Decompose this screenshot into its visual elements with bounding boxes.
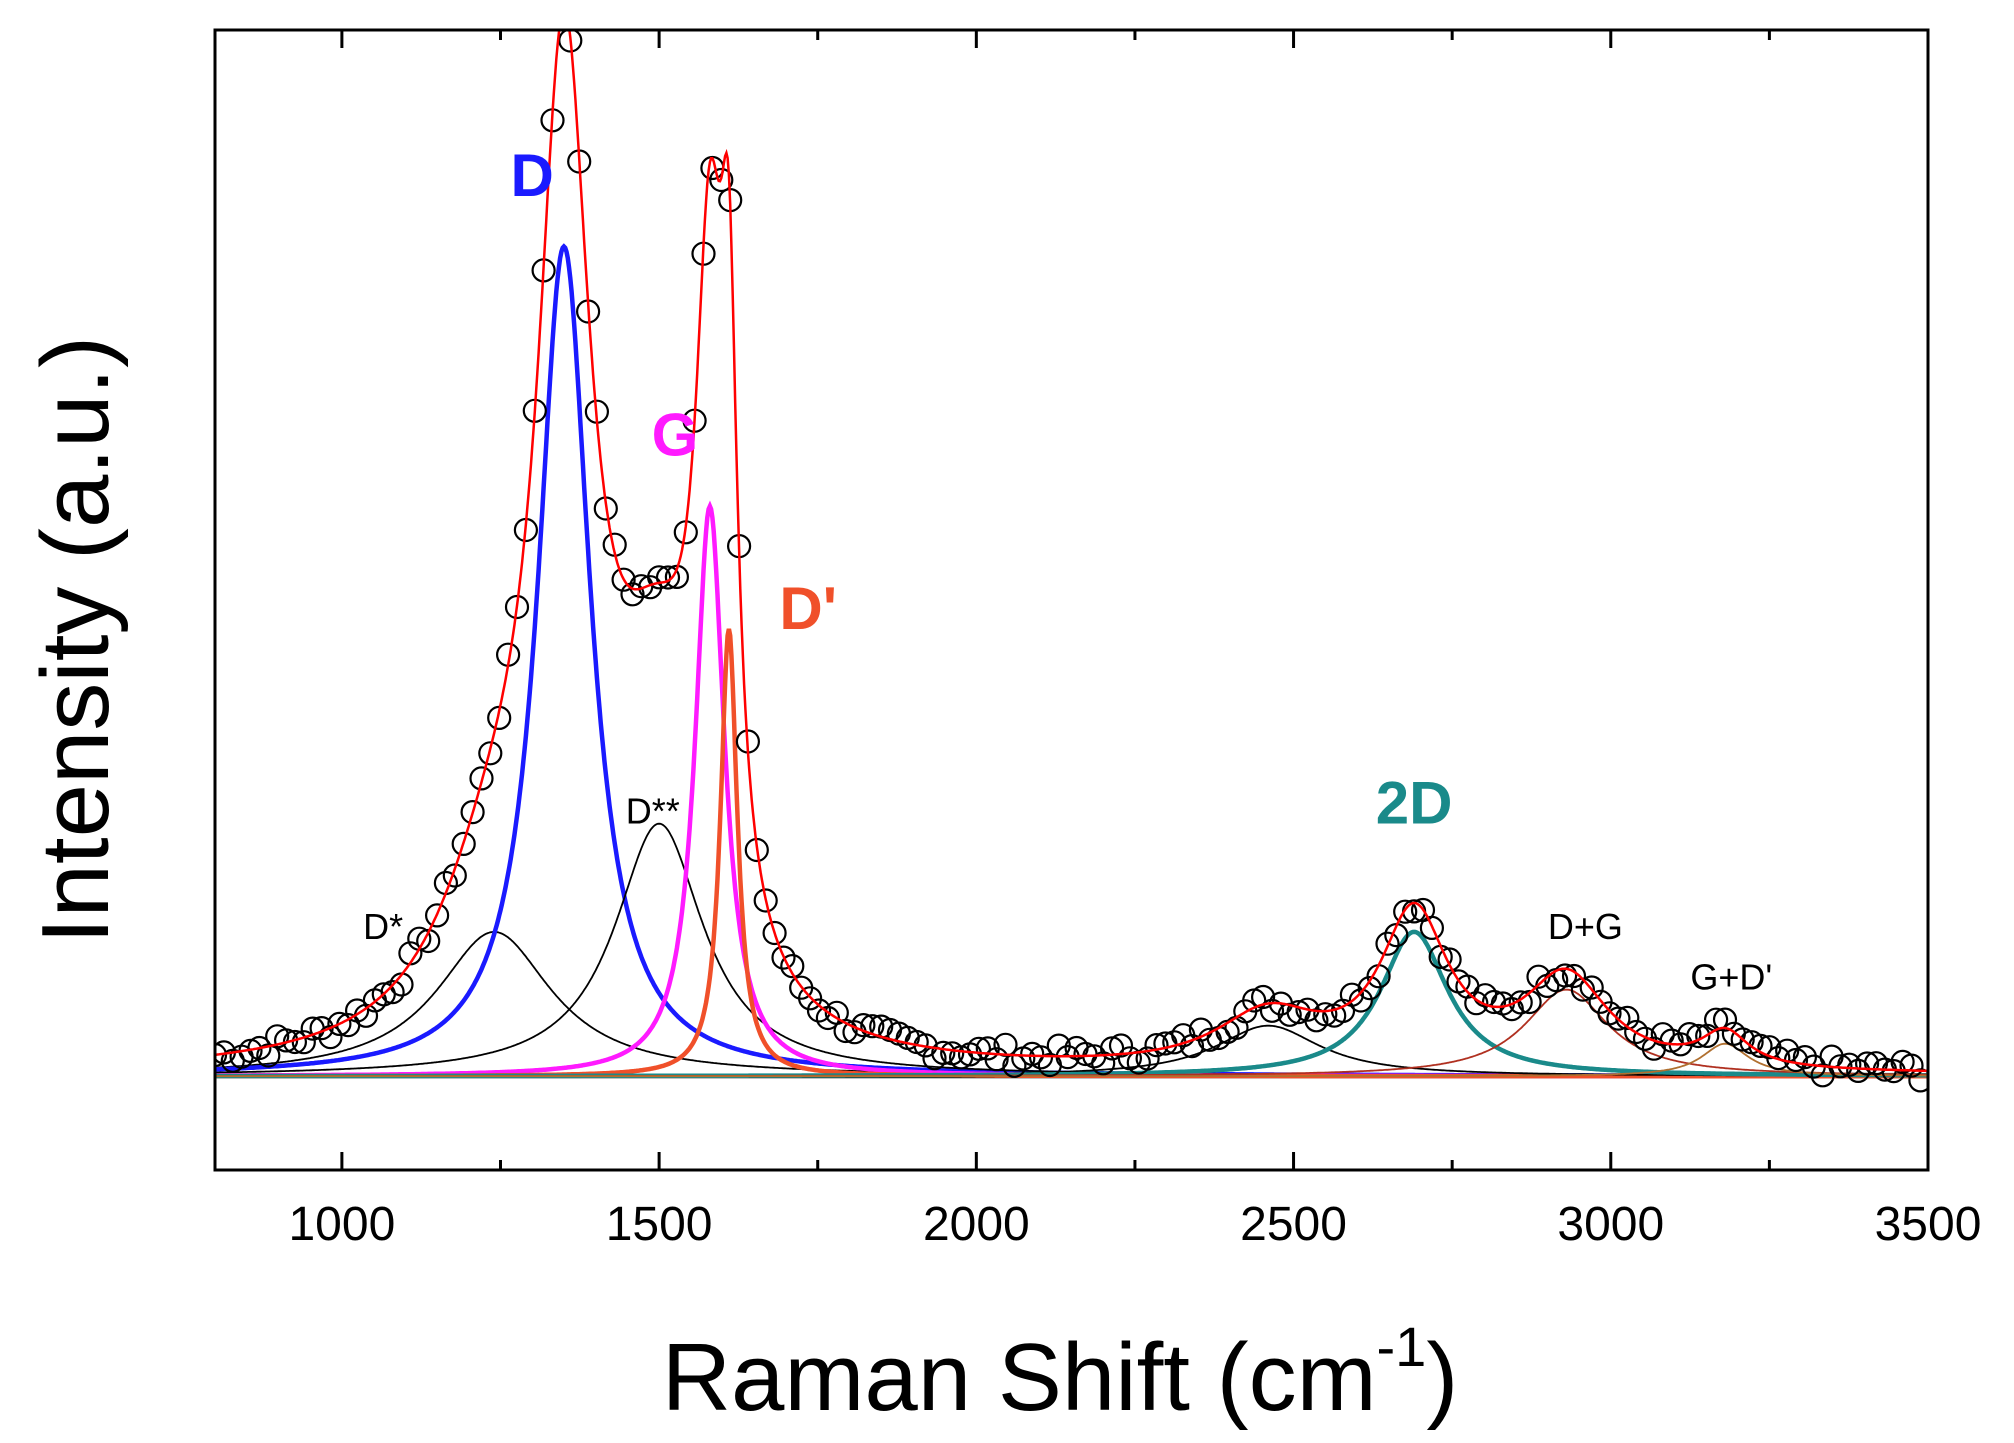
- data-point: [1552, 963, 1578, 988]
- data-point: [318, 1024, 343, 1050]
- x-tick-label: 2000: [923, 1198, 1030, 1251]
- data-point: [1677, 1021, 1702, 1047]
- data-point: [984, 1047, 1009, 1072]
- plot-area: [215, 30, 1928, 1170]
- data-point: [256, 1043, 281, 1068]
- x-tick-label: 1000: [288, 1198, 395, 1251]
- data-point: [1730, 1027, 1755, 1052]
- data-point: [247, 1035, 272, 1061]
- data-point: [1712, 1007, 1738, 1032]
- data-point: [1908, 1068, 1928, 1093]
- data-point: [966, 1036, 992, 1061]
- plot-background: [215, 30, 1928, 1170]
- data-point: [1437, 947, 1462, 972]
- data-point: [806, 998, 832, 1023]
- plot-border: [213, 28, 1930, 1172]
- data-point: [860, 1014, 885, 1039]
- peak-label-g: G: [652, 402, 699, 469]
- data-point: [1686, 1023, 1711, 1049]
- data-point: [380, 979, 405, 1005]
- plot-frame: [213, 28, 1930, 1172]
- data-point: [611, 567, 636, 592]
- peak-annotations: D G D' 2D D* D** D+G G+D': [363, 142, 1772, 998]
- x-axis-label-text: Raman Shift (cm: [662, 1324, 1377, 1431]
- data-point: [504, 594, 530, 620]
- data-point: [1792, 1044, 1818, 1070]
- fit-components: [215, 243, 1928, 1079]
- data-point: [1499, 996, 1524, 1022]
- data-point: [1393, 899, 1418, 924]
- data-point: [1561, 963, 1587, 989]
- data-point: [1277, 1002, 1302, 1027]
- peak-label-d-g: D+G: [1548, 906, 1623, 947]
- data-point: [425, 903, 450, 928]
- data-point: [762, 920, 787, 946]
- data-point: [1313, 1002, 1338, 1027]
- peak-label-2d: 2D: [1376, 770, 1453, 837]
- x-axis-label: Raman Shift (cm-1): [662, 1315, 1459, 1431]
- data-point: [1508, 990, 1533, 1015]
- peak-label-d: D: [511, 142, 554, 209]
- cumulative-fit-line: [215, 30, 1928, 1073]
- data-point: [460, 799, 485, 825]
- x-tick-label: 2500: [1240, 1198, 1347, 1251]
- data-point: [469, 766, 494, 791]
- data-point: [1419, 915, 1445, 941]
- data-point: [1579, 975, 1604, 1000]
- data-point: [327, 1011, 352, 1037]
- data-point: [1481, 989, 1507, 1015]
- data-point: [1135, 1046, 1160, 1071]
- data-point: [1899, 1053, 1924, 1078]
- data-point: [620, 582, 645, 607]
- data-point: [646, 565, 672, 590]
- x-tick-label: 1500: [606, 1198, 713, 1251]
- data-point: [1624, 1019, 1649, 1045]
- data-point: [931, 1040, 956, 1066]
- data-point: [1259, 998, 1285, 1023]
- data-point: [1606, 1006, 1631, 1031]
- peak-label-g-d-: G+D': [1690, 957, 1772, 998]
- peak-label-d-: D': [779, 575, 837, 642]
- data-point: [1766, 1045, 1791, 1071]
- data-point: [550, 0, 572, 20]
- data-point: [655, 565, 681, 590]
- data-point: [1091, 1051, 1116, 1076]
- data-point: [833, 1018, 858, 1044]
- x-tick-label: 3500: [1875, 1198, 1982, 1251]
- data-point: [451, 831, 476, 857]
- data-point: [1854, 1051, 1880, 1076]
- data-point: [442, 863, 467, 888]
- component-g-d--curve: [215, 1042, 1928, 1078]
- data-point: [1250, 984, 1276, 1010]
- data-point: [1464, 991, 1489, 1016]
- x-axis-label-close: ): [1426, 1324, 1458, 1431]
- cumulative-fit: [215, 30, 1928, 1073]
- data-point: [291, 1030, 316, 1055]
- data-point: [780, 953, 805, 979]
- peak-label-d-: D**: [626, 791, 680, 832]
- data-point: [1375, 931, 1400, 956]
- data-point: [1108, 1033, 1134, 1058]
- data-point: [1348, 988, 1373, 1013]
- x-axis-label-superscript: -1: [1377, 1315, 1427, 1378]
- data-point: [215, 1042, 228, 1068]
- measured-data-points: [215, 0, 1928, 1093]
- data-point: [478, 741, 503, 766]
- data-point: [709, 167, 734, 193]
- data-point: [797, 986, 823, 1011]
- data-point: [1144, 1032, 1169, 1058]
- data-point: [753, 888, 778, 913]
- x-tick-label: 3000: [1557, 1198, 1664, 1251]
- data-point: [771, 945, 796, 970]
- y-axis-label: Intensity (a.u.): [22, 336, 129, 944]
- x-axis-ticks: 1000 1500 2000 2500 3000 3500: [288, 30, 1981, 1251]
- peak-label-d-: D*: [363, 906, 403, 947]
